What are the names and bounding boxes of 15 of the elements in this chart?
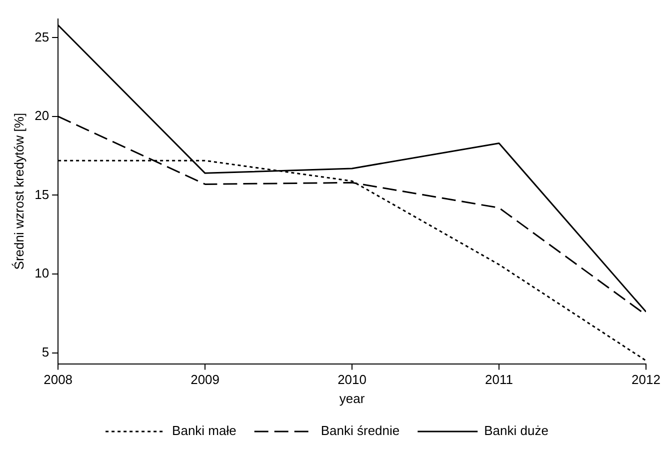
y-tick-label: 5 [42,344,50,360]
y-tick-label: 20 [34,108,50,124]
x-tick-label: 2010 [338,372,366,388]
y-tick-label: 10 [34,266,50,281]
y-tick-label: 15 [34,186,50,202]
legend-label: Banki duże [484,423,548,438]
y-axis-title: Średni wzrost kredytów [%] [11,112,26,270]
legend-label: Banki średnie [320,423,400,438]
x-tick-label: 2009 [190,372,220,388]
x-tick-label: 2011 [485,372,513,388]
legend-label: Banki małe [172,423,236,438]
x-tick-label: 2008 [44,372,73,388]
y-tick-label: 25 [34,29,50,44]
x-axis-title: year [339,390,366,406]
x-tick-label: 2012 [632,372,660,388]
